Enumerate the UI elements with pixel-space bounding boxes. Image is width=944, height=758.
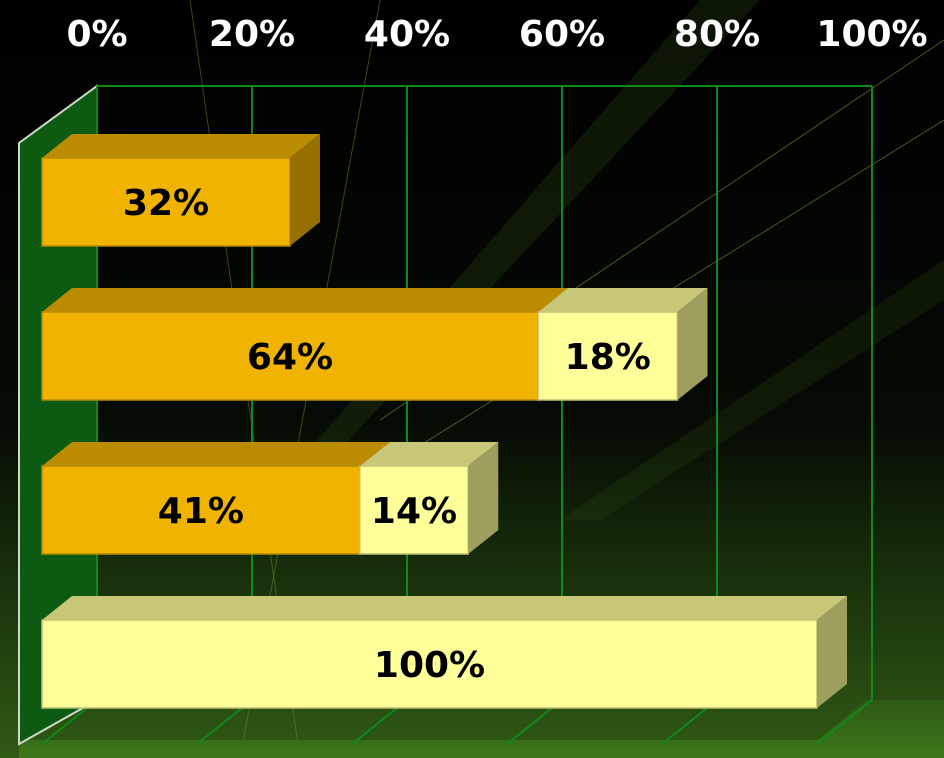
bar-segment-top [42,442,390,466]
x-tick-label: 0% [66,14,127,55]
bar-segment-side [468,442,499,554]
x-tick-label: 80% [674,14,760,55]
bars: 32% 64% 18% 41% 14% 100% [41,134,847,709]
x-axis-ticks: 0% 20% 40% 60% 80% 100% [66,14,927,55]
bar-value-label: 32% [123,183,209,224]
bar-value-label: 64% [247,337,333,378]
bar-segment [41,465,361,555]
x-tick-label: 20% [209,14,295,55]
x-tick-label: 60% [519,14,605,55]
bar-segment-top [538,288,708,312]
x-tick-label: 100% [816,14,927,55]
x-tick-label: 40% [364,14,450,55]
bar-value-label: 18% [565,337,651,378]
bar-value-label: 41% [158,491,244,532]
bar-segment [41,619,818,709]
bar-segment-side [677,288,708,400]
bar-value-label: 100% [374,645,485,686]
chart-floor [19,700,944,758]
bar-segment [41,311,539,401]
bar-segment-side [817,596,847,708]
bar-segment-top [42,134,320,158]
bar-segment-top [42,596,847,620]
bar-segment-side [290,134,320,246]
bar-segment-top [42,288,568,312]
floor-grid-line [816,699,873,745]
bar-value-label: 14% [371,491,457,532]
bar-segment [537,311,679,401]
bar-segment-top [359,442,499,466]
